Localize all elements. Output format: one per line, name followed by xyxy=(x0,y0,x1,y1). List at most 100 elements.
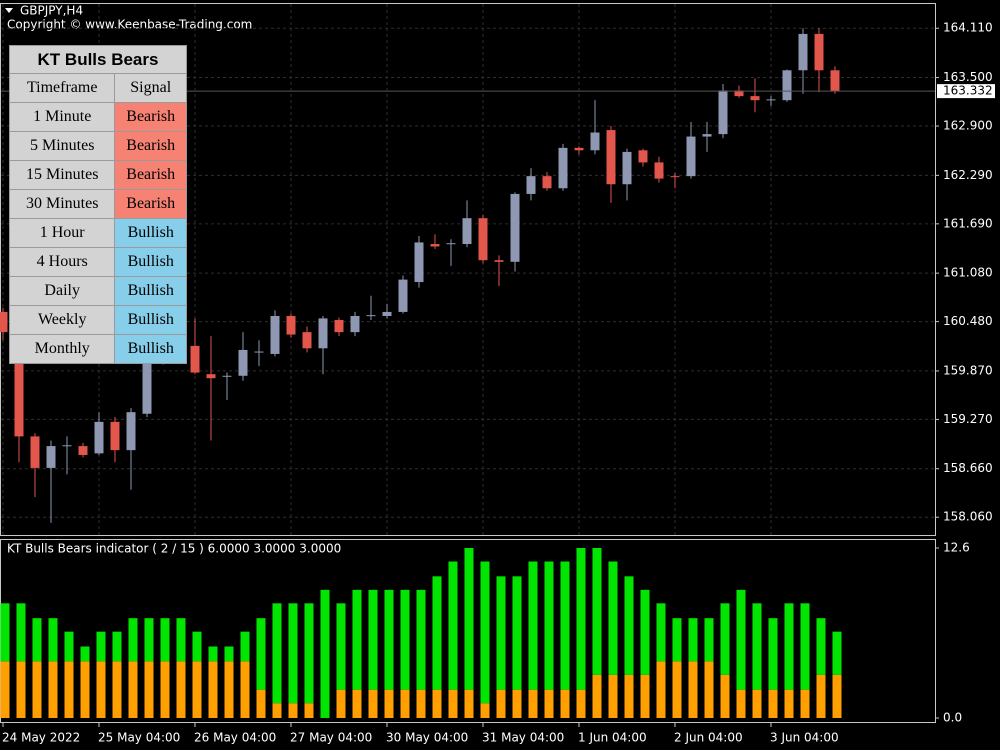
histogram-bar xyxy=(608,561,618,675)
candle-body xyxy=(830,70,840,92)
candle-body xyxy=(766,99,776,101)
timeframe-cell: 1 Minute xyxy=(8,102,116,132)
candle-body xyxy=(110,421,120,451)
histogram-bar xyxy=(624,674,634,718)
histogram-bar xyxy=(752,689,762,718)
candle-body xyxy=(510,193,520,262)
x-tick-label: 1 Jun 04:00 xyxy=(578,731,647,745)
candle-body xyxy=(462,218,472,245)
histogram-bar xyxy=(160,661,170,718)
histogram-bar xyxy=(528,689,538,718)
histogram-bar xyxy=(656,603,666,662)
candle-body xyxy=(334,320,344,333)
candle-body xyxy=(670,176,680,178)
histogram-bar xyxy=(368,689,378,718)
histogram-bar xyxy=(320,589,330,718)
candle-body xyxy=(782,70,792,101)
x-tick-label: 31 May 04:00 xyxy=(482,731,564,745)
histogram-bar xyxy=(288,603,298,704)
x-tick-label: 25 May 04:00 xyxy=(98,731,180,745)
candle-body xyxy=(542,176,552,189)
candle-body xyxy=(126,412,136,451)
menu-arrow[interactable] xyxy=(5,8,13,13)
candle-body xyxy=(414,242,424,283)
histogram-bar xyxy=(544,561,554,690)
y-tick-label: 12.6 xyxy=(943,541,970,555)
candle-body xyxy=(190,345,200,373)
timeframe-cell: 30 Minutes xyxy=(8,189,116,219)
x-tick-label: 2 Jun 04:00 xyxy=(674,731,743,745)
histogram-bar xyxy=(816,618,826,675)
histogram-bar xyxy=(256,618,266,690)
signal-cell: Bullish xyxy=(114,218,187,248)
histogram-bar xyxy=(96,661,106,718)
signal-cell: Bearish xyxy=(114,131,187,161)
column-header: Timeframe xyxy=(8,73,116,103)
candle-body xyxy=(430,244,440,247)
histogram-bar xyxy=(176,661,186,718)
histogram-bar xyxy=(496,689,506,718)
candle-body xyxy=(654,162,664,179)
signal-cell: Bearish xyxy=(114,160,187,190)
histogram-bar xyxy=(784,603,794,690)
column-header: Signal xyxy=(114,73,187,103)
y-tick-label: 159.270 xyxy=(943,412,993,426)
candle-body xyxy=(398,279,408,312)
indicator-title: KT Bulls Bears indicator ( 2 / 15 ) 6.00… xyxy=(7,542,341,556)
histogram-bar xyxy=(208,646,218,662)
histogram-bar xyxy=(64,631,74,662)
y-tick-label: 160.480 xyxy=(943,314,993,328)
candle-body xyxy=(558,147,568,189)
candle-body xyxy=(142,360,152,414)
timeframe-cell: 5 Minutes xyxy=(8,131,116,161)
candle-body xyxy=(350,315,360,333)
histogram-bar xyxy=(832,674,842,718)
candle-body xyxy=(750,96,760,101)
timeframe-cell: Weekly xyxy=(8,305,116,335)
timeframe-cell: Daily xyxy=(8,276,116,306)
y-tick-label: 158.660 xyxy=(943,461,993,475)
histogram-bar xyxy=(640,674,650,718)
histogram-bar xyxy=(288,703,298,718)
signal-table: KT Bulls Bears Timeframe Signal 1 Minute B… xyxy=(8,45,187,364)
histogram-bar xyxy=(176,618,186,662)
histogram-bar xyxy=(80,661,90,718)
histogram-bar xyxy=(736,689,746,718)
histogram-bar xyxy=(640,589,650,675)
signal-cell: Bearish xyxy=(114,102,187,132)
histogram-bar xyxy=(480,561,490,704)
y-tick-label: 159.870 xyxy=(943,363,993,377)
candle-body xyxy=(622,151,632,185)
symbol: GBPJPY,H4 xyxy=(20,4,83,18)
histogram-bar xyxy=(48,618,58,662)
histogram-bar xyxy=(336,689,346,718)
histogram-bar xyxy=(16,603,26,662)
histogram-bar xyxy=(416,689,426,718)
histogram-bar xyxy=(128,661,138,718)
signal-cell: Bearish xyxy=(114,189,187,219)
histogram-bar xyxy=(704,661,714,718)
timeframe-cell: 4 Hours xyxy=(8,247,116,277)
candle-body xyxy=(718,90,728,135)
candle-body xyxy=(798,33,808,71)
histogram-bar xyxy=(592,674,602,718)
histogram-bar xyxy=(768,689,778,718)
candle-body xyxy=(686,136,696,177)
histogram-bar xyxy=(400,589,410,690)
y-tick-label: 163.500 xyxy=(943,70,993,84)
histogram-bar xyxy=(800,689,810,718)
candle-body xyxy=(638,150,648,163)
histogram-bar xyxy=(80,646,90,662)
y-tick-label: 164.110 xyxy=(943,21,993,35)
y-tick-label: 161.690 xyxy=(943,216,993,230)
histogram-bar xyxy=(336,603,346,690)
candle-body xyxy=(734,90,744,97)
timeframe-cell: Monthly xyxy=(8,334,116,364)
candle-body xyxy=(222,375,232,377)
histogram-bar xyxy=(688,661,698,718)
signal-cell: Bullish xyxy=(114,334,187,364)
histogram-bar xyxy=(128,618,138,662)
candle-body xyxy=(94,421,104,454)
histogram-bar xyxy=(816,674,826,718)
